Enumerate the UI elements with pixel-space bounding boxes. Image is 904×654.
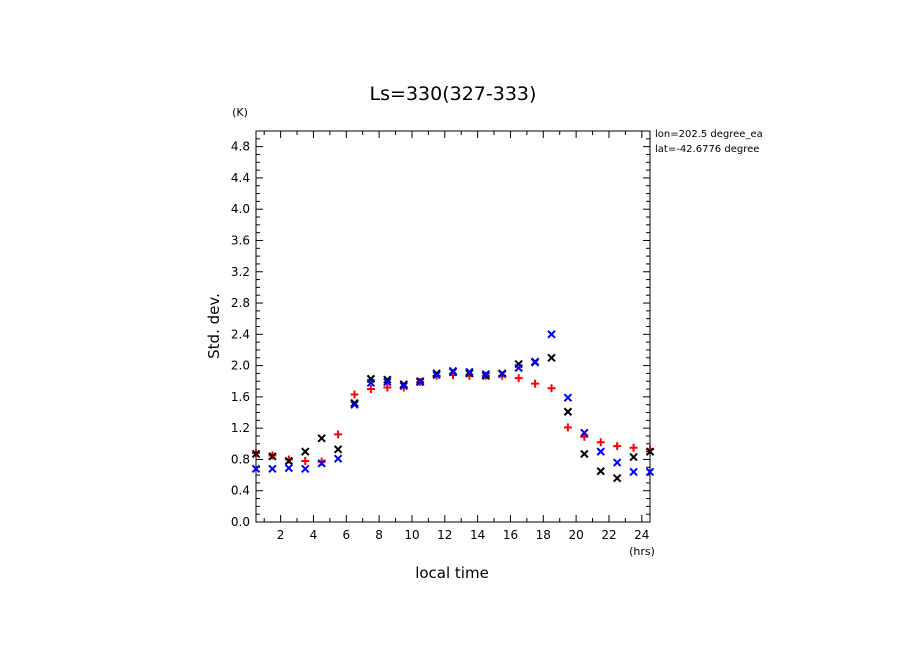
data-point-plus [629,443,638,452]
data-point-x [268,464,277,474]
y-tick-label: 2.8 [231,296,250,310]
y-tick-label: 0.0 [231,515,250,529]
data-point-x [563,407,573,416]
x-tick-label: 2 [277,528,285,542]
series-1 [252,370,654,466]
y-tick-label: 4.8 [231,140,250,154]
data-point-x [432,370,441,380]
data-point-x [580,428,589,438]
y-tick-label: 4.4 [231,171,250,185]
data-point-x [333,445,343,454]
data-point-plus [350,390,359,399]
data-point-x [547,330,556,339]
y-axis-ticks: 0.0 0.4 0.8 1.2 1.6 2.0 2.4 2.8 3.2 3.6 4.0 4.4 4.8 [231,130,650,529]
x-tick-label: 8 [375,528,383,542]
data-point-x [383,377,392,387]
data-point-x [251,449,261,459]
y-tick-label: 1.6 [231,390,250,404]
data-point-x [317,459,326,468]
data-point-x [268,452,277,461]
y-tick-label: 2.4 [231,327,250,341]
x-tick-label: 22 [601,528,616,542]
data-point-x [465,367,474,377]
y-tick-label: 2.0 [231,359,250,373]
x-tick-label: 6 [342,528,350,542]
data-point-x [284,463,294,473]
y-axis-label: Std. dev. [205,293,223,359]
data-point-x [350,398,359,408]
data-point-x [514,363,523,373]
x-unit-label: (hrs) [629,545,655,558]
data-point-x [612,458,622,467]
data-point-x [645,467,655,477]
x-tick-label: 18 [536,528,551,542]
data-point-x [530,358,540,367]
y-tick-label: 4.0 [231,202,250,216]
x-tick-label: 20 [568,528,583,542]
data-point-plus [383,383,392,392]
x-axis-ticks: 2 4 6 8 10 12 14 16 18 20 22 24 [263,131,649,542]
x-tick-label: 14 [470,528,485,542]
data-point-x [251,464,261,474]
data-point-plus [613,442,622,451]
data-point-x [350,400,359,409]
data-point-x [580,449,589,459]
y-tick-label: 3.2 [231,265,250,279]
data-point-plus [301,457,310,466]
chart-title: Ls=330(327-333) [370,83,537,105]
data-point-x [612,474,622,483]
data-point-x [399,380,408,389]
data-point-plus [514,374,523,383]
data-point-x [481,369,491,379]
data-point-x [284,456,294,466]
data-point-plus [563,423,572,432]
data-point-x [301,464,310,474]
data-point-x [415,377,425,387]
y-tick-label: 0.8 [231,452,250,466]
y-unit-label: (K) [232,106,248,119]
data-point-x [317,434,326,443]
data-point-plus [531,379,540,388]
data-point-x [498,369,507,379]
data-point-plus [334,430,343,439]
x-tick-label: 24 [634,528,649,542]
x-tick-label: 16 [503,528,518,542]
data-point-x [596,447,605,456]
data-point-x [596,466,605,476]
data-point-x [399,381,408,391]
data-point-x [333,454,343,463]
data-point-x [645,447,655,456]
y-tick-label: 1.2 [231,421,250,435]
data-point-x [301,447,310,456]
x-axis-label: local time [415,564,489,582]
data-point-plus [366,385,375,394]
y-tick-label: 0.4 [231,484,250,498]
y-tick-label: 3.6 [231,233,250,247]
series-3 [251,330,655,477]
data-point-x [448,367,458,377]
data-point-x [432,369,441,378]
data-point-plus [547,384,556,393]
annotation-lat: lat=-42.6776 degree [655,144,759,155]
annotation-lon: lon=202.5 degree_ea [655,129,763,140]
x-tick-label: 4 [310,528,318,542]
data-points [251,330,655,483]
data-point-x [629,452,638,462]
data-point-x [366,378,376,388]
data-point-x [547,353,556,362]
data-point-x [383,375,392,384]
data-point-plus [596,438,605,447]
plot-frame [255,130,651,523]
x-tick-label: 10 [404,528,419,542]
data-point-x [563,393,573,402]
data-point-x [481,371,491,380]
x-tick-label: 12 [437,528,452,542]
data-point-x [465,369,474,378]
data-point-x [629,467,638,477]
